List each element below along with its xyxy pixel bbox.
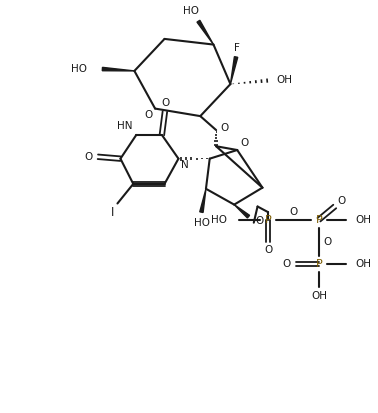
Polygon shape [234,204,249,218]
Polygon shape [200,189,206,212]
Text: O: O [255,216,263,226]
Text: HO: HO [194,218,210,228]
Text: P: P [316,215,322,225]
Text: N: N [181,160,189,171]
Text: F: F [234,43,240,53]
Text: O: O [241,138,249,148]
Text: O: O [323,237,332,247]
Text: OH: OH [356,215,372,225]
Polygon shape [197,20,214,45]
Text: P: P [316,259,322,269]
Polygon shape [102,67,135,71]
Text: O: O [290,207,297,217]
Text: HO: HO [211,215,228,225]
Text: O: O [144,110,152,120]
Text: O: O [161,98,170,108]
Text: OH: OH [311,291,327,301]
Text: O: O [264,245,272,255]
Polygon shape [231,57,238,84]
Text: I: I [111,206,114,218]
Text: HO: HO [71,64,87,74]
Text: O: O [338,196,345,206]
Text: O: O [220,123,229,133]
Text: OH: OH [356,259,372,269]
Text: HO: HO [183,6,199,16]
Text: OH: OH [276,75,292,85]
Text: HN: HN [117,121,133,131]
Text: P: P [265,215,271,225]
Text: O: O [84,152,93,162]
Text: O: O [283,259,291,269]
